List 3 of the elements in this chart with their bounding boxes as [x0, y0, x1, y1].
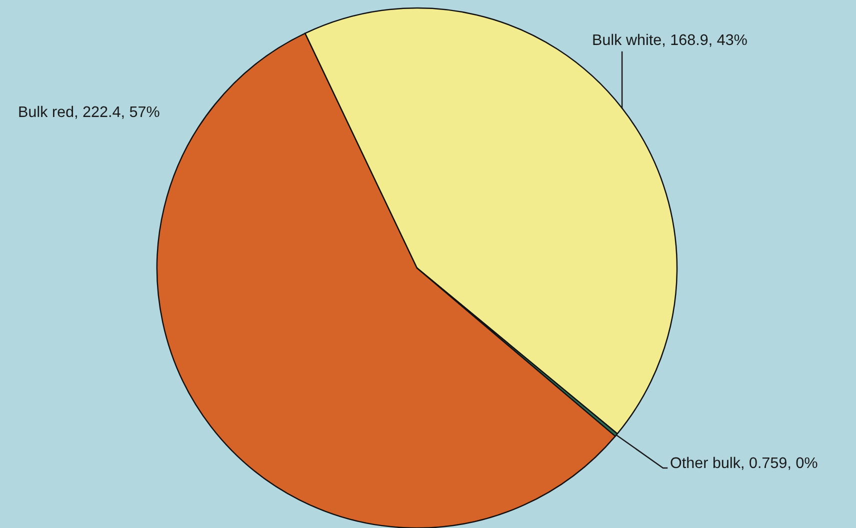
- slice-label: Bulk red, 222.4, 57%: [19, 106, 160, 119]
- slice-label: Bulk white, 168.9, 43%: [593, 34, 747, 47]
- slice-label: Other bulk, 0.759, 0%: [670, 456, 818, 470]
